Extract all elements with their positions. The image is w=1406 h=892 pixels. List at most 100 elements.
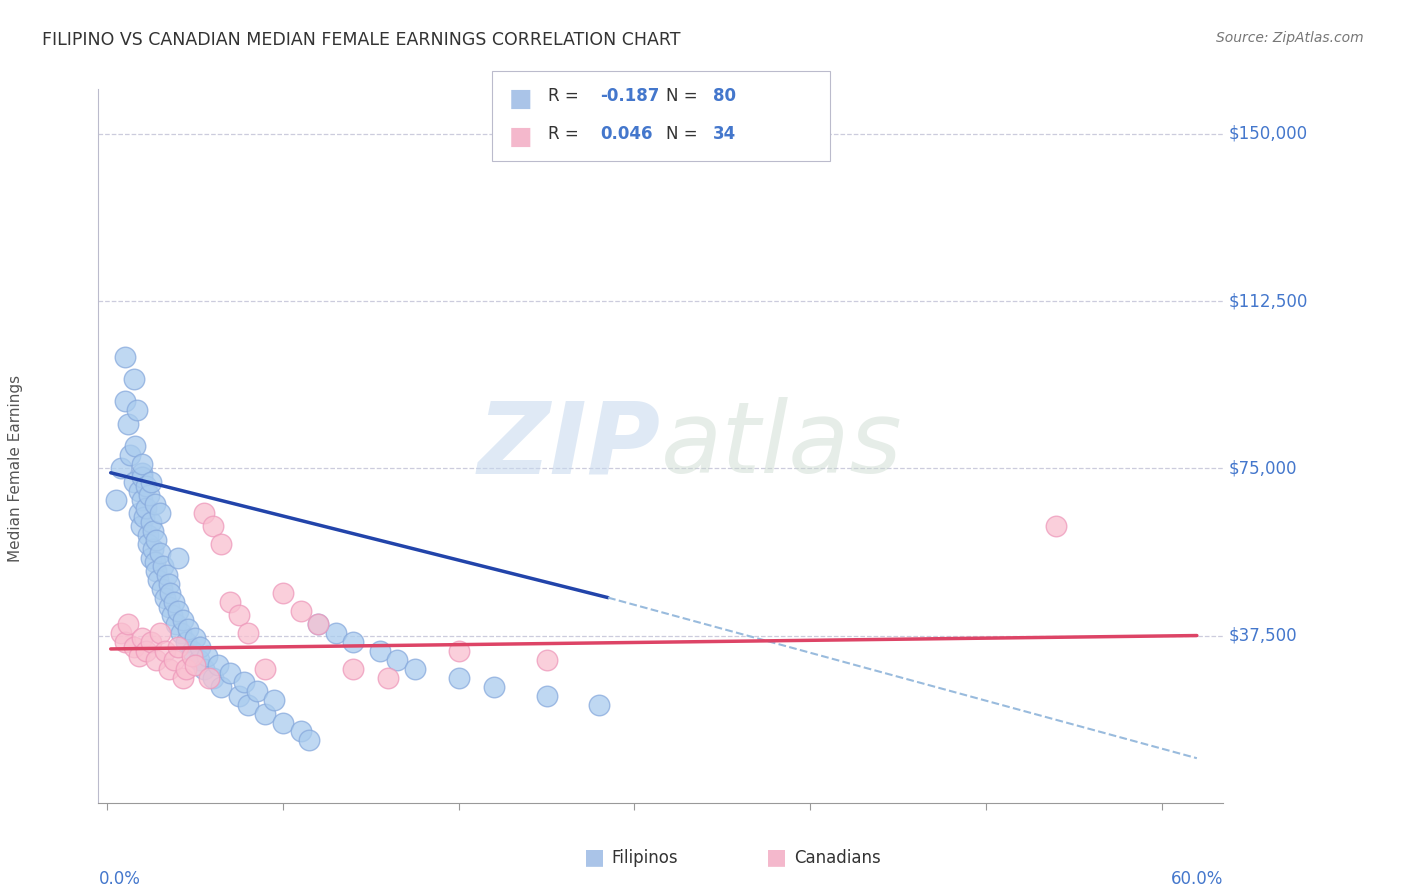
Point [149,546,172,560]
Point [228,608,250,623]
Point [135,501,157,516]
Text: R =: R = [548,125,585,143]
Text: 60.0%: 60.0% [1171,870,1223,888]
Point [166,604,188,618]
Text: ■: ■ [583,847,605,867]
Text: R =: R = [548,87,585,105]
Point [128,648,150,663]
Point [236,698,259,712]
Point [180,644,202,658]
Point [132,510,156,524]
Point [180,648,202,663]
Point [114,394,136,409]
Point [184,657,207,672]
Point [228,689,250,703]
Point [201,671,224,685]
Text: 0.0%: 0.0% [98,870,141,888]
Text: atlas: atlas [661,398,903,494]
Text: ■: ■ [509,125,533,149]
Text: N =: N = [666,125,703,143]
Point [219,595,242,609]
Point [263,693,285,707]
Point [342,662,364,676]
Point [110,626,132,640]
Point [141,515,163,529]
Point [588,698,610,712]
Text: ZIP: ZIP [478,398,661,494]
Point [1045,519,1067,533]
Text: Filipinos: Filipinos [612,849,678,867]
Point [198,671,221,685]
Point [127,403,149,417]
Point [128,483,150,498]
Point [122,475,145,489]
Point [105,492,127,507]
Point [157,577,180,591]
Point [165,617,187,632]
Point [254,706,277,721]
Text: 80: 80 [713,87,735,105]
Point [290,604,312,618]
Point [290,724,312,739]
Text: Canadians: Canadians [794,849,882,867]
Point [131,631,153,645]
Point [211,537,233,551]
Text: -0.187: -0.187 [600,87,659,105]
Text: $150,000: $150,000 [1229,125,1308,143]
Point [170,626,193,640]
Point [172,671,194,685]
Point [131,466,153,480]
Point [201,519,224,533]
Point [142,524,165,538]
Point [155,644,177,658]
Point [193,506,215,520]
Text: Source: ZipAtlas.com: Source: ZipAtlas.com [1216,31,1364,45]
Text: $37,500: $37,500 [1229,626,1298,645]
Point [536,653,558,667]
Point [174,662,197,676]
Point [131,492,153,507]
Point [193,662,215,676]
Point [156,568,179,582]
Point [233,675,256,690]
Point [117,617,139,632]
Point [148,573,170,587]
Point [177,622,200,636]
Point [110,461,132,475]
Point [155,591,177,605]
Point [271,715,294,730]
Point [131,470,153,484]
Point [325,626,347,640]
Point [166,550,188,565]
Text: FILIPINO VS CANADIAN MEDIAN FEMALE EARNINGS CORRELATION CHART: FILIPINO VS CANADIAN MEDIAN FEMALE EARNI… [42,31,681,49]
Point [138,488,160,502]
Point [141,635,163,649]
Point [307,617,329,632]
Point [122,372,145,386]
Point [120,448,141,462]
Point [188,640,212,654]
Point [207,657,229,672]
Text: 34: 34 [713,125,737,143]
Point [298,733,321,747]
Point [131,457,153,471]
Point [157,599,180,614]
Point [254,662,277,676]
Point [236,626,259,640]
Point [114,350,136,364]
Point [159,586,181,600]
Point [149,506,172,520]
Point [385,653,409,667]
Point [368,644,391,658]
Point [246,684,269,698]
Point [114,635,136,649]
Point [162,608,183,623]
Point [117,417,139,431]
Point [166,640,188,654]
Point [129,519,152,533]
Text: Median Female Earnings: Median Female Earnings [8,375,24,562]
Point [482,680,505,694]
Point [152,559,174,574]
Point [141,550,163,565]
Point [157,662,180,676]
